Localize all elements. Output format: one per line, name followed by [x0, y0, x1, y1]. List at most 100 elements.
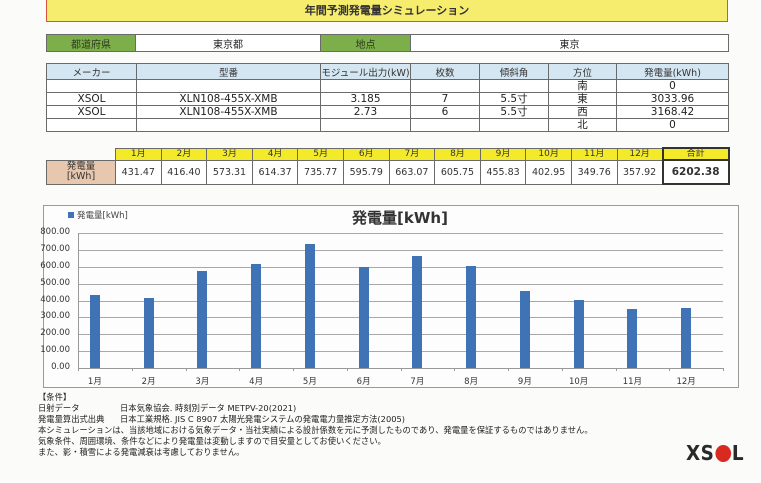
x-tick-label: 7月: [410, 377, 425, 387]
month-value: 573.31: [206, 159, 253, 185]
xsol-logo: XS L: [686, 441, 744, 465]
month-value: 416.40: [160, 159, 208, 185]
cell-direction: 南: [548, 79, 617, 93]
cell-output: [320, 79, 411, 93]
cell-maker: [46, 118, 137, 132]
x-tick-mark: [454, 368, 456, 371]
x-tick-mark: [508, 368, 509, 371]
conditions-heading: 【条件】: [38, 392, 72, 402]
module-table: メーカー 型番 モジュール出力(kW) 枚数 傾斜角 方位 発電量(kWh) 南…: [46, 63, 729, 132]
x-tick-mark: [615, 368, 617, 371]
gridline: [78, 334, 723, 336]
chart-bar: [573, 300, 584, 368]
month-header: 8月: [434, 147, 481, 161]
monthly-value-row: 発電量 [kWh] 431.47 416.40 573.31 614.37 73…: [46, 159, 730, 185]
x-tick-mark: [239, 368, 241, 371]
chart-legend: 発電量[kWh]: [68, 209, 128, 221]
prefecture-value: 東京都: [135, 34, 321, 52]
y-tick-label: 300.00: [40, 311, 70, 322]
month-header: 7月: [388, 147, 436, 161]
cell-count: [410, 118, 480, 132]
condition-note: また、影・積雪による発電減衰は考慮しておりません。: [38, 447, 245, 457]
condition-note: 気象条件、周囲環境、条件などにより発電量は変動しますので目安量としてお使いくださ…: [38, 436, 386, 446]
gridline: [78, 249, 723, 251]
gridline: [78, 351, 723, 353]
row-label: 発電量 [kWh]: [46, 159, 116, 185]
chart-bar: [681, 307, 692, 368]
cell-tilt: [479, 118, 549, 132]
x-tick-mark: [561, 368, 563, 371]
condition-note: 本シミュレーションは、当該地域における気象データ・当社実績による設計係数を元に予…: [38, 425, 593, 435]
monthly-table: 1月 2月 3月 4月 5月 6月 7月 8月 9月 10月 11月 12月 合…: [46, 147, 730, 185]
month-value: 595.79: [342, 159, 390, 185]
y-tick-label: 600.00: [40, 260, 70, 271]
formula-label: 発電量算出式出典: [38, 414, 105, 424]
blank-cell: [47, 148, 116, 160]
cell-output: 2.73: [320, 105, 411, 119]
cell-output: [320, 118, 411, 132]
table-row: XSOL XLN108-455X-XMB 2.73 6 5.5寸 西 3168.…: [46, 105, 729, 119]
x-tick-label: 10月: [568, 377, 589, 387]
total-value: 6202.38: [661, 159, 730, 185]
row-label-line1: 発電量: [66, 161, 96, 172]
gridline: [78, 300, 723, 302]
header-maker: メーカー: [46, 63, 137, 80]
gridline: [78, 233, 723, 234]
month-value: 357.92: [616, 159, 664, 185]
month-header: 6月: [342, 147, 390, 161]
cell-model: XLN108-455X-XMB: [136, 105, 321, 119]
logo-text-right: L: [731, 441, 745, 465]
legend-swatch-icon: [68, 212, 74, 218]
total-header: 合計: [661, 147, 730, 161]
solar-data-label: 日射データ: [38, 403, 80, 413]
cell-direction: 北: [548, 118, 617, 132]
cell-tilt: 5.5寸: [479, 105, 549, 119]
row-label-line2: [kWh]: [66, 171, 96, 182]
x-tick-label: 8月: [464, 377, 479, 387]
x-tick-mark: [346, 368, 348, 371]
x-tick-label: 11月: [622, 377, 643, 387]
chart-bar: [358, 267, 369, 368]
chart-bar: [197, 271, 208, 368]
month-header: 5月: [297, 147, 344, 161]
month-header: 4月: [251, 147, 299, 161]
x-tick-label: 12月: [676, 377, 696, 387]
x-tick-label: 9月: [517, 377, 532, 387]
month-header: 10月: [525, 147, 572, 161]
cell-generation: 0: [616, 118, 729, 132]
x-tick-mark: [293, 368, 294, 371]
header-model: 型番: [136, 63, 321, 80]
header-output: モジュール出力(kW): [320, 63, 411, 80]
y-tick-label: 0.00: [51, 362, 70, 372]
monthly-header-row: 1月 2月 3月 4月 5月 6月 7月 8月 9月 10月 11月 12月 合…: [47, 147, 730, 161]
x-tick-mark: [185, 368, 187, 371]
page-title: 年間予測発電量シミュレーション: [46, 0, 728, 22]
gridline: [78, 266, 723, 268]
cell-count: 7: [410, 92, 480, 106]
cell-count: [410, 79, 480, 93]
header-tilt: 傾斜角: [479, 63, 549, 80]
table-row: 北 0: [46, 118, 729, 132]
cell-maker: [46, 79, 137, 93]
cell-generation: 0: [616, 79, 729, 93]
y-tick-label: 700.00: [40, 243, 70, 254]
y-tick-label: 100.00: [40, 345, 70, 356]
x-tick-mark: [723, 368, 724, 371]
table-row: XSOL XLN108-455X-XMB 3.185 7 5.5寸 東 3033…: [46, 92, 729, 106]
cell-maker: XSOL: [46, 92, 137, 106]
x-tick-label: 2月: [141, 377, 156, 387]
chart-bar: [89, 295, 100, 368]
chart-bar: [627, 308, 638, 368]
location-table: 都道府県 東京都 地点 東京: [46, 34, 729, 52]
gridline: [78, 283, 723, 285]
y-tick-label: 800.00: [40, 227, 70, 237]
month-header: 11月: [570, 147, 618, 161]
logo-dot-icon: [715, 444, 731, 462]
cell-maker: XSOL: [46, 105, 137, 119]
chart-bar: [466, 265, 477, 368]
month-header: 9月: [479, 147, 527, 161]
month-value: 402.95: [525, 159, 572, 185]
month-value: 431.47: [115, 159, 162, 185]
month-value: 614.37: [251, 159, 299, 185]
table-row: 南 0: [46, 79, 729, 93]
